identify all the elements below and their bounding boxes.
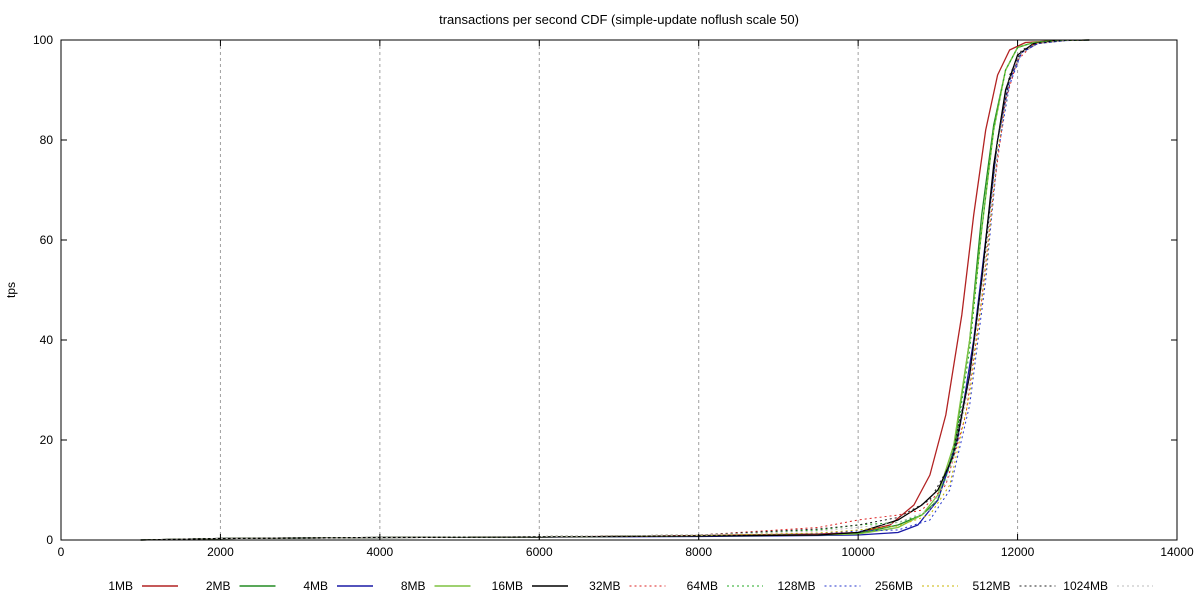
x-tick-label: 0 bbox=[58, 545, 65, 559]
x-tick-label: 6000 bbox=[526, 545, 553, 559]
y-tick-label: 100 bbox=[33, 33, 53, 47]
legend: 1MB 2MB 4MB 8MB 16MB 32MB 64MB 128MB 256MB 512MB 1… bbox=[108, 579, 1153, 593]
axis-ticks: 0 2000 4000 6000 8000 10000 12000 14000 0 20 40 60 8… bbox=[33, 33, 1194, 559]
series-line-8mb bbox=[140, 39, 1090, 541]
x-tick-label: 4000 bbox=[367, 545, 394, 559]
x-tick-label: 8000 bbox=[685, 545, 712, 559]
legend-label: 2MB bbox=[206, 579, 231, 593]
series-line-512mb bbox=[140, 39, 1090, 541]
legend-label: 64MB bbox=[687, 579, 718, 593]
legend-label: 128MB bbox=[777, 579, 815, 593]
legend-label: 32MB bbox=[589, 579, 620, 593]
x-tick-label: 14000 bbox=[1160, 545, 1194, 559]
legend-label: 16MB bbox=[492, 579, 523, 593]
vertical-gridlines bbox=[219, 40, 1019, 540]
y-tick-label: 40 bbox=[40, 333, 54, 347]
y-tick-label: 80 bbox=[40, 133, 54, 147]
x-tick-label: 10000 bbox=[841, 545, 875, 559]
series-line-64mb bbox=[140, 39, 1090, 541]
legend-label: 256MB bbox=[875, 579, 913, 593]
y-tick-label: 20 bbox=[40, 433, 54, 447]
legend-label: 1MB bbox=[108, 579, 133, 593]
x-tick-label: 2000 bbox=[207, 545, 234, 559]
legend-label: 8MB bbox=[401, 579, 426, 593]
series-line-1024mb bbox=[140, 39, 1090, 541]
legend-label: 4MB bbox=[303, 579, 328, 593]
plot-frame bbox=[60, 39, 1178, 541]
y-tick-label: 60 bbox=[40, 233, 54, 247]
y-axis-label: tps bbox=[4, 282, 18, 298]
legend-label: 512MB bbox=[972, 579, 1010, 593]
y-tick-label: 0 bbox=[46, 533, 53, 547]
series-lines bbox=[140, 39, 1090, 541]
series-line-32mb bbox=[140, 39, 1090, 541]
legend-label: 1024MB bbox=[1063, 579, 1108, 593]
chart-title: transactions per second CDF (simple-upda… bbox=[439, 12, 799, 27]
x-tick-label: 12000 bbox=[1001, 545, 1035, 559]
